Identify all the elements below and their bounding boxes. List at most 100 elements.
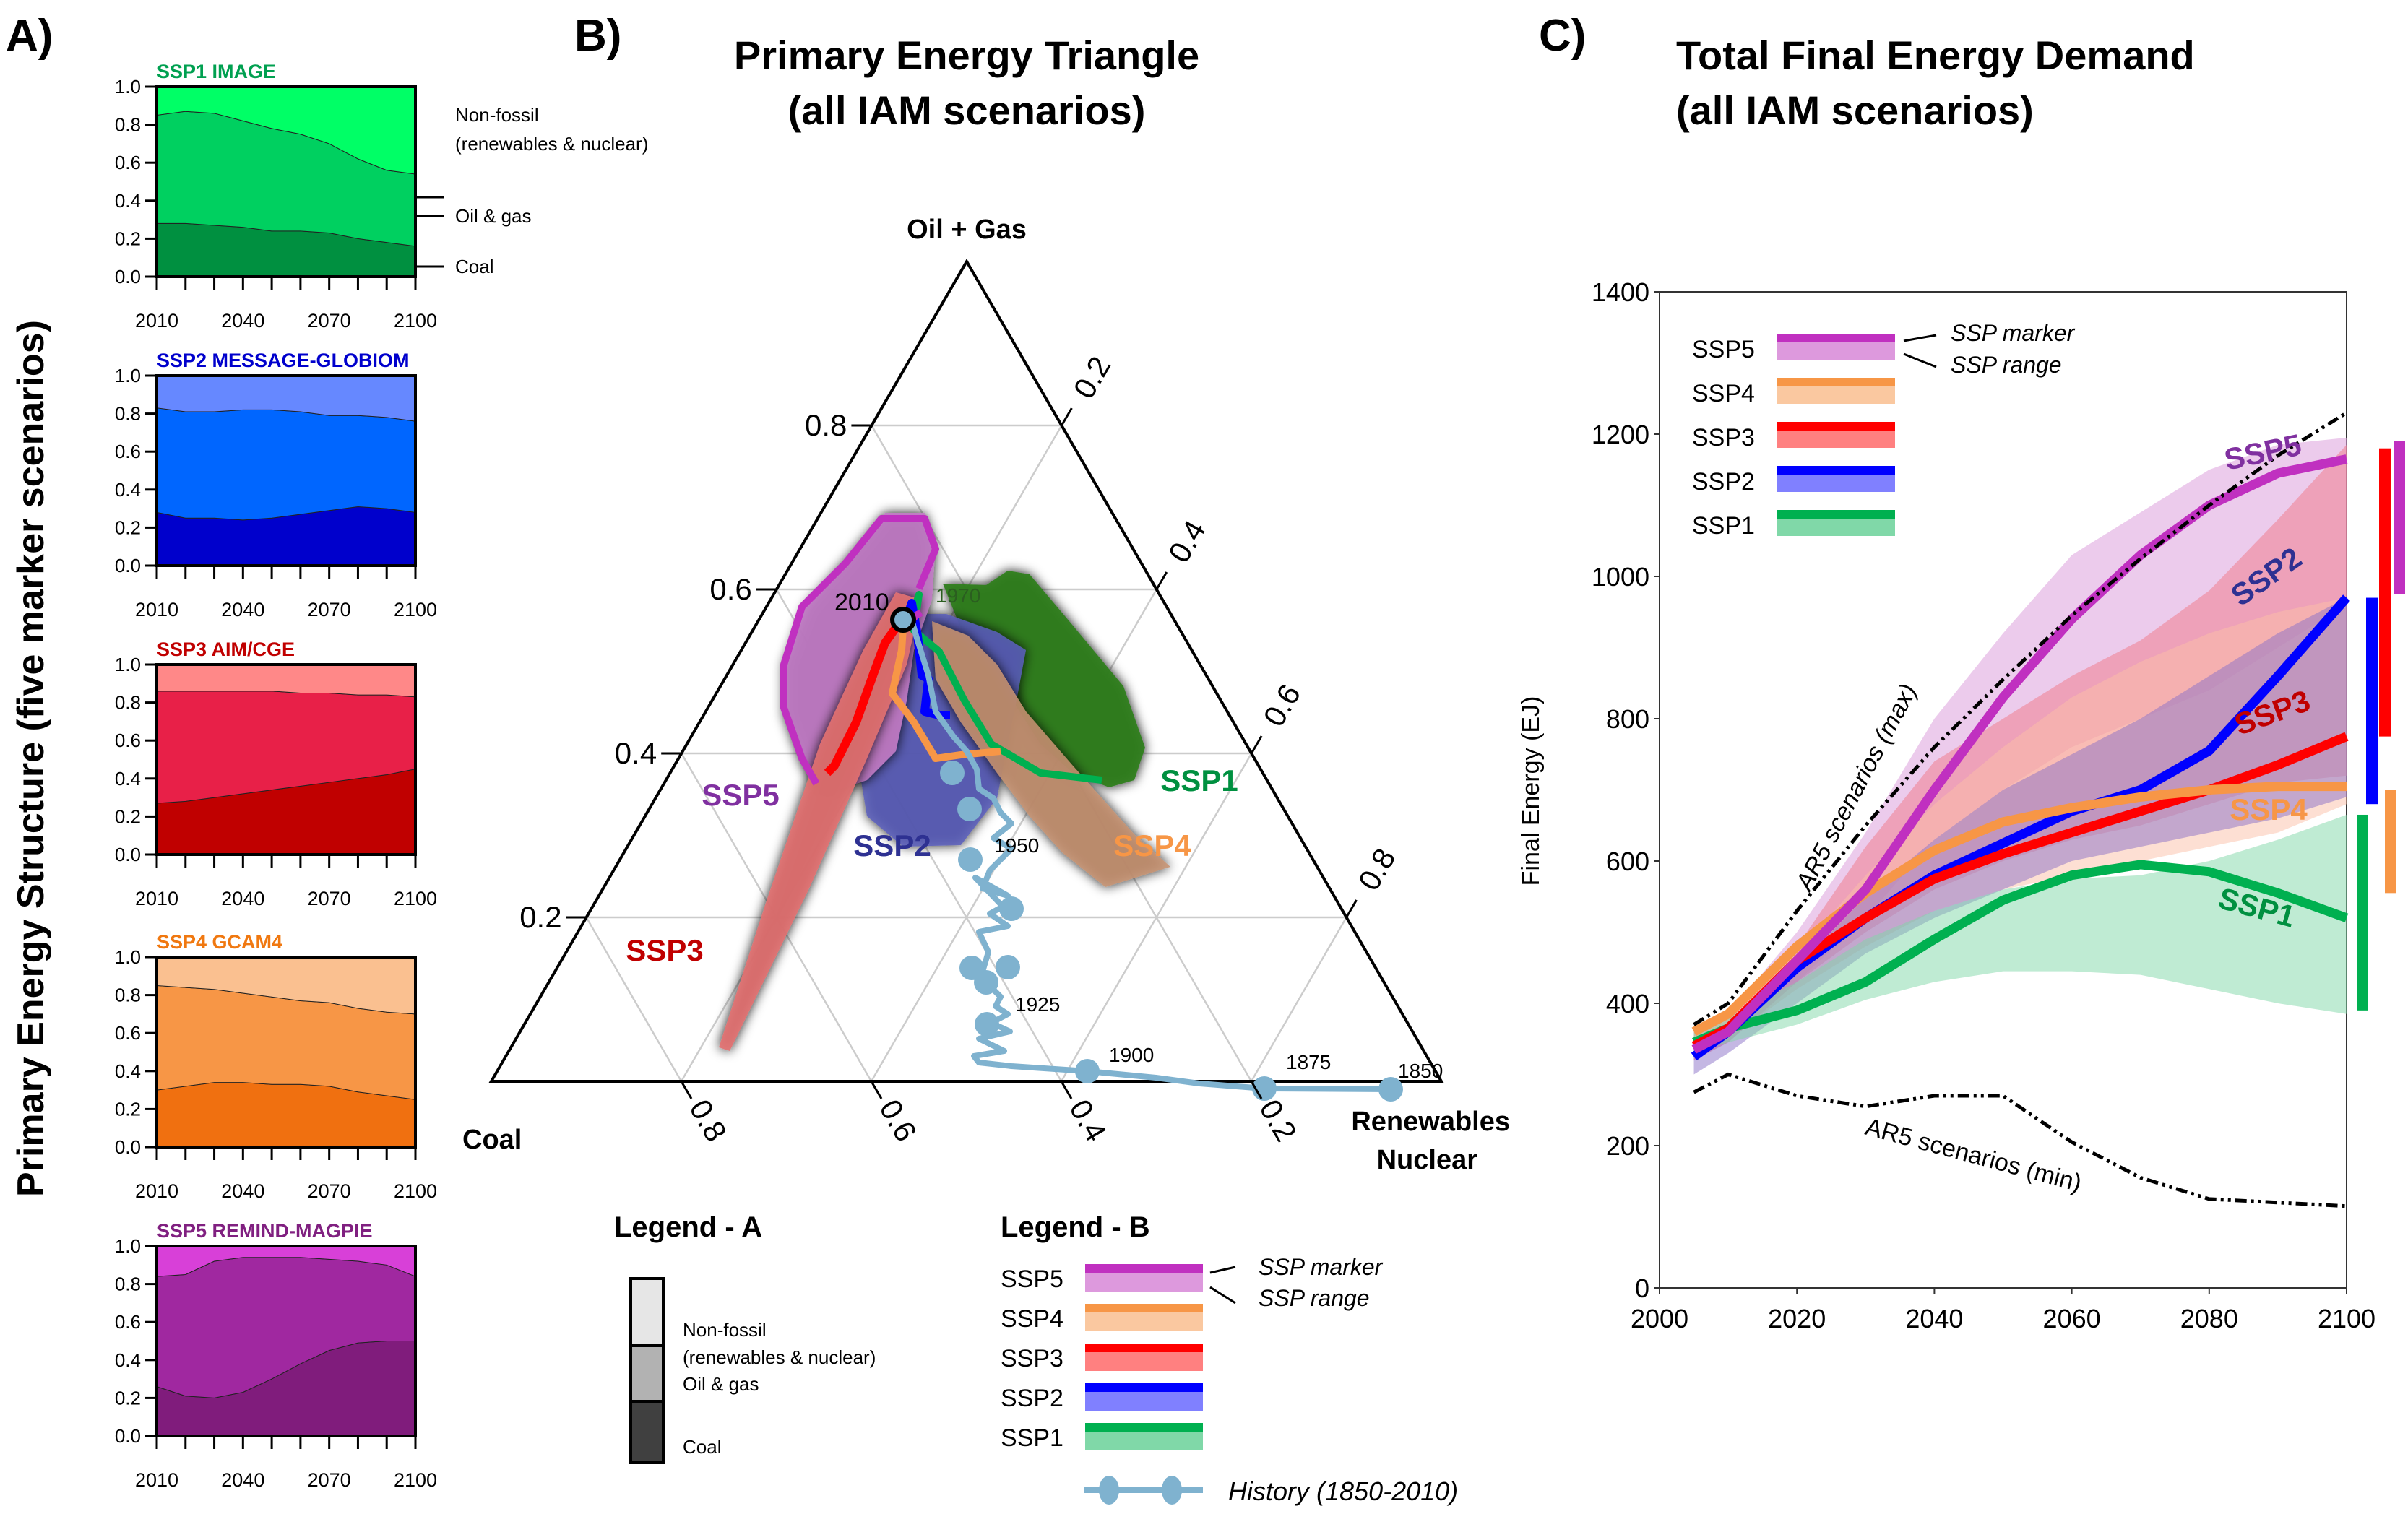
y-tick-label: 1000	[1592, 562, 1649, 592]
panel-c-title-2: (all IAM scenarios)	[1676, 87, 2034, 133]
panel-a-ylabel: Primary Energy Structure (five marker sc…	[10, 320, 52, 1197]
bottom-tick-label: 0.8	[683, 1094, 733, 1147]
legend-a-label-nonfossil-sub: (renewables & nuclear)	[683, 1346, 876, 1368]
panel-label-b: B)	[574, 11, 621, 61]
bottom-tick-label: 0.6	[873, 1094, 923, 1147]
marker-line-ssp1	[1692, 860, 2349, 1047]
legend-b-range-swatch	[1085, 1432, 1203, 1450]
legend-b-range-label: SSP range	[1259, 1285, 1370, 1311]
x-tick-label: 2100	[394, 888, 437, 909]
legend-b-marker-swatch	[1085, 1423, 1203, 1432]
ar5-min-line	[1693, 1072, 2347, 1208]
y-tick-label: 0.8	[115, 403, 141, 425]
right-tick	[1345, 899, 1358, 918]
history-point	[1075, 1059, 1100, 1083]
y-tick-label: 0.6	[115, 152, 141, 173]
left-tick-label: 0.8	[805, 408, 847, 442]
legend-c-range-leader	[1903, 352, 1937, 368]
legend-b-title: Legend - B	[1001, 1211, 1150, 1243]
legend-b-marker-label: SSP marker	[1259, 1254, 1384, 1280]
legend-c-range-swatch	[1777, 475, 1895, 492]
x-tick-label: 2010	[135, 599, 178, 620]
area-chart-title: SSP4 GCAM4	[157, 931, 282, 953]
y-tick-label: 0.6	[115, 730, 141, 751]
y-tick-label: 1.0	[115, 76, 141, 98]
y-tick-label: 0.2	[115, 516, 141, 538]
bottom-tick	[870, 1081, 883, 1099]
x-tick-label: 2040	[221, 1180, 264, 1202]
legend-c-marker-swatch	[1777, 422, 1895, 431]
legend-b-marker-swatch	[1085, 1264, 1203, 1273]
legend-b: Legend - B SSP5 SSP4 SSP3 SSP2 SSP1 SSP mark…	[1001, 1211, 1458, 1506]
legend-c-label: SSP4	[1692, 380, 1755, 407]
ar5-min-label: AR5 scenarios (min)	[1863, 1113, 2084, 1197]
legend-a-label-nonfossil: Non-fossil	[683, 1319, 767, 1341]
right-tick	[1155, 571, 1168, 590]
grid-line	[585, 917, 683, 1082]
triangle-frame	[488, 259, 1444, 1083]
legend-c-label: SSP3	[1692, 424, 1755, 451]
y-tick-label: 1.0	[115, 946, 141, 968]
y-tick-label: 0.0	[115, 266, 141, 287]
left-tick-label: 0.2	[519, 900, 561, 934]
panel-b-title-1: Primary Energy Triangle	[734, 33, 1199, 78]
bottom-tick-label: 0.2	[1253, 1094, 1303, 1147]
bottom-tick	[1250, 1081, 1263, 1099]
history-point	[957, 797, 982, 821]
legend-c-label: SSP1	[1692, 512, 1755, 540]
legend-c-marker-swatch	[1777, 334, 1895, 342]
panel-b-title-2: (all IAM scenarios)	[788, 87, 1146, 133]
side-bar-ssp1	[2357, 814, 2368, 1011]
x-tick-label: 2000	[1631, 1304, 1688, 1333]
legend-a-label-coal: Coal	[683, 1436, 721, 1458]
history-point	[999, 896, 1024, 921]
history-point	[975, 1012, 999, 1037]
legend-b-label: SSP2	[1001, 1385, 1063, 1412]
legend-b-marker-swatch	[1085, 1304, 1203, 1312]
oilgas-label: Oil & gas	[455, 205, 532, 227]
legend-b-range-swatch	[1085, 1312, 1203, 1331]
x-tick-label: 2100	[394, 1180, 437, 1202]
legend-c-marker-swatch	[1777, 466, 1895, 475]
range-band-ssp1	[1693, 814, 2347, 1053]
panel-c-title-1: Total Final Energy Demand	[1676, 33, 2195, 78]
x-tick-label: 2070	[308, 1469, 351, 1491]
legend-b-marker-leader	[1209, 1266, 1236, 1274]
area-chart-title: SSP5 REMIND-MAGPIE	[157, 1220, 373, 1242]
y-tick-label: 1.0	[115, 365, 141, 386]
y-tick-label: 0.2	[115, 228, 141, 249]
panel-a: Primary Energy Structure (five marker sc…	[10, 61, 648, 1491]
vertex-renewables-label: Renewables	[1351, 1107, 1510, 1137]
y-tick-label: 0.4	[115, 768, 141, 790]
y-tick-label: 600	[1606, 847, 1649, 876]
x-tick-label: 2100	[2318, 1304, 2375, 1333]
legend-b-range-swatch	[1085, 1273, 1203, 1292]
ar5-max-line	[1693, 411, 2348, 1026]
series-label-ssp4: SSP4	[2230, 792, 2308, 826]
grid-line	[1250, 917, 1347, 1082]
history-line	[909, 618, 1391, 1092]
y-tick-label: 200	[1606, 1131, 1649, 1161]
y-tick-label: 0.4	[115, 190, 141, 212]
x-tick-label: 2060	[2043, 1304, 2101, 1333]
y-tick-label: 0.4	[115, 479, 141, 501]
y-tick-label: 400	[1606, 989, 1649, 1018]
vertex-coal-label: Coal	[462, 1125, 522, 1155]
right-tick	[1250, 735, 1263, 754]
ssp4-marker-line	[889, 628, 1001, 762]
history-point	[940, 761, 965, 785]
x-tick-label: 2070	[308, 599, 351, 620]
legend-c-label: SSP2	[1692, 468, 1755, 496]
side-bar-ssp2	[2366, 597, 2378, 805]
legend-b-label: SSP5	[1001, 1266, 1063, 1293]
x-tick-label: 2100	[394, 599, 437, 620]
y-tick-label: 0.0	[115, 555, 141, 576]
legend-c-marker-leader	[1903, 334, 1937, 342]
y-tick-label: 0.2	[115, 1387, 141, 1409]
y-tick-label: 1200	[1592, 420, 1649, 449]
legend-a-label-oilgas: Oil & gas	[683, 1373, 759, 1395]
panel-c: Total Final Energy Demand (all IAM scena…	[1517, 33, 2405, 1333]
x-tick-label: 2070	[308, 310, 351, 332]
ternary-label-ssp5: SSP5	[702, 778, 779, 812]
